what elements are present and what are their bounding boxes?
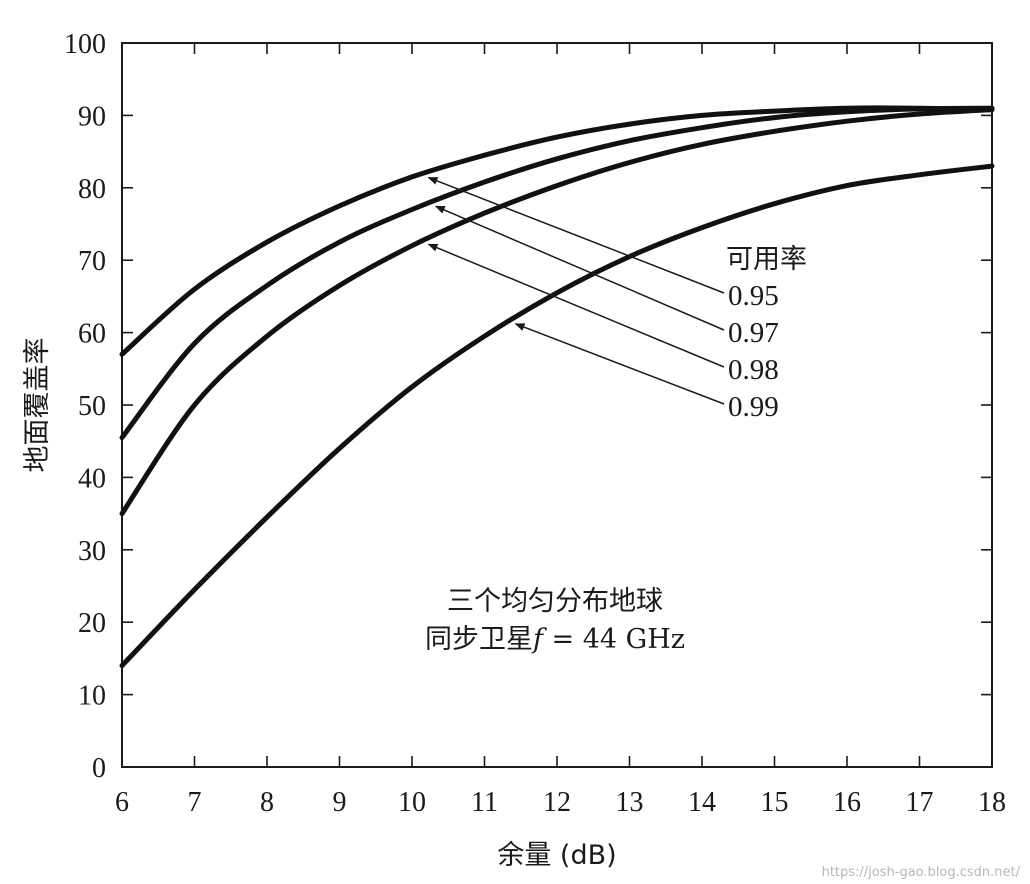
plot-frame — [121, 42, 993, 768]
legend-value-0.99: 0.99 — [728, 391, 779, 423]
y-tick-label: 50 — [78, 391, 106, 422]
series-line-0.98 — [119, 107, 995, 517]
legend-values: 0.95 0.97 0.98 0.99 — [728, 280, 779, 423]
legend-title: 可用率 — [726, 244, 807, 275]
x-tick-label: 6 — [115, 787, 129, 818]
y-tick-label: 60 — [78, 319, 106, 350]
label-arrow-0.99 — [514, 323, 725, 405]
series-line-0.99 — [119, 163, 995, 669]
x-tick-label: 7 — [188, 787, 202, 818]
legend-value-0.97: 0.97 — [728, 317, 779, 349]
annotation-line1: 三个均匀分布地球 — [447, 586, 663, 617]
y-tick-label: 10 — [78, 681, 106, 712]
y-tick-label: 90 — [78, 101, 106, 132]
y-tick-label: 70 — [78, 246, 106, 277]
x-tick-label: 14 — [688, 787, 716, 818]
x-tick-label: 16 — [833, 787, 861, 818]
series-line-0.95 — [119, 105, 995, 357]
x-tick-label: 17 — [906, 787, 934, 818]
x-tick-label: 18 — [978, 787, 1006, 818]
watermark: https://josh-gao.blog.csdn.net/ — [822, 865, 1021, 880]
x-tick-label: 10 — [398, 787, 426, 818]
x-axis-title: 余量 (dB) — [497, 840, 616, 871]
y-tick-label: 0 — [92, 753, 106, 784]
annotation-line2-text: 同步卫星 — [425, 624, 533, 655]
annotation-line2: 同步卫星f = 44 GHz — [425, 624, 685, 655]
annotation-frequency: = 44 GHz — [543, 624, 685, 655]
legend-value-0.98: 0.98 — [728, 354, 779, 386]
x-tick-label: 13 — [616, 787, 644, 818]
label-arrow-0.98 — [427, 243, 725, 368]
y-tick-label: 100 — [64, 29, 106, 60]
x-tick-label: 15 — [761, 787, 789, 818]
y-axis-title: 地面覆盖率 — [22, 338, 53, 473]
series-line-0.97 — [119, 105, 995, 441]
x-tick-label: 11 — [471, 787, 498, 818]
y-tick-label: 20 — [78, 608, 106, 639]
series-lines — [119, 105, 995, 669]
label-arrow-0.97 — [434, 205, 725, 331]
y-tick-label: 80 — [78, 174, 106, 205]
y-axis-ticks: 0 10 20 30 40 50 60 70 80 90 100 — [64, 29, 992, 784]
x-axis-ticks: 6 7 8 9 10 11 12 13 14 15 16 17 18 — [115, 43, 1006, 818]
annotation-f-symbol: f — [531, 624, 547, 655]
y-tick-label: 30 — [78, 536, 106, 567]
label-arrows — [427, 176, 725, 405]
label-arrow-0.95 — [427, 176, 725, 294]
x-tick-label: 12 — [543, 787, 571, 818]
x-tick-label: 9 — [333, 787, 347, 818]
y-tick-label: 40 — [78, 463, 106, 494]
legend-value-0.95: 0.95 — [728, 280, 779, 312]
x-tick-label: 8 — [260, 787, 274, 818]
